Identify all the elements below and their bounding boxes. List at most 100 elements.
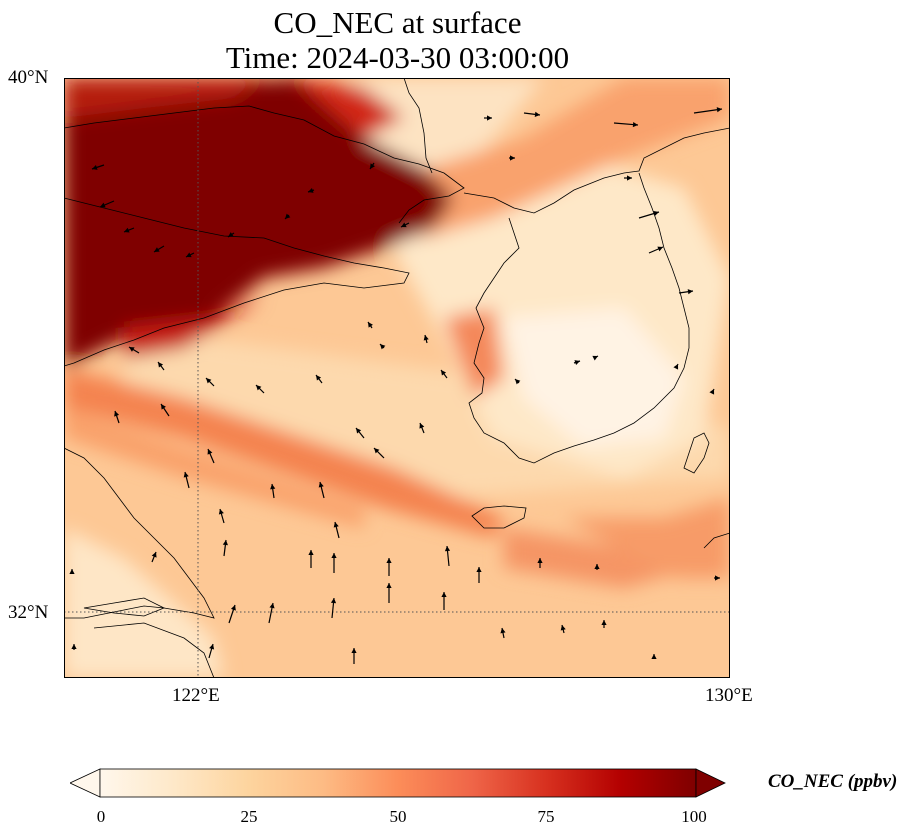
wind-vector-head (330, 598, 337, 604)
korean-peninsula (468, 172, 690, 464)
map-time-subtitle: Time: 2024-03-30 03:00:00 (225, 40, 570, 75)
colorbar-max-extend (695, 768, 726, 798)
wind-vector-head (209, 644, 215, 650)
wind-vector-head (333, 522, 339, 528)
wind-vector-head (441, 592, 447, 597)
wind-vector-head (316, 375, 322, 381)
wind-vector-head (592, 355, 598, 361)
wind-vector-head (186, 252, 192, 258)
shandong-peninsula (64, 197, 410, 367)
wind-vector-head (657, 246, 663, 252)
wind-vector-head (222, 540, 228, 546)
wind-vector-head (386, 558, 392, 563)
wind-vector-head (207, 449, 213, 455)
wind-vector-head (380, 344, 386, 350)
wind-vector-head (673, 364, 679, 370)
wind-vector-head (228, 232, 234, 237)
wind-vector-head (374, 448, 380, 454)
wind-vector-head (151, 552, 157, 558)
wind-vector-head (515, 379, 521, 385)
wind-vector-head (285, 213, 291, 219)
lat-label-40n: 40°N (8, 67, 49, 88)
colorbar-tick-100: 100 (681, 807, 707, 826)
wind-vector-head (351, 648, 357, 653)
wind-vector-head (510, 155, 515, 161)
wind-vector-head (709, 389, 715, 395)
yangtze-island (83, 597, 165, 617)
wind-vector-head (269, 603, 275, 609)
colorbar-min-extend (70, 768, 101, 798)
wind-vector-head (500, 628, 506, 634)
wind-vector-head (154, 247, 160, 252)
wind-vector-head (100, 202, 106, 208)
wind-vector-head (419, 423, 425, 429)
wind-vector-head (632, 121, 638, 128)
lat-label-32n: 32°N (8, 602, 49, 623)
wind-vectors (69, 107, 723, 664)
kyushu-coast (703, 532, 730, 549)
wind-vector-head (560, 625, 566, 631)
wind-vector-head (92, 164, 98, 170)
wind-vector-head (71, 644, 77, 649)
wind-vector-head (537, 558, 543, 563)
wind-vector-head (206, 378, 212, 384)
wind-vector-head (687, 289, 693, 295)
wind-vector-head (651, 654, 657, 659)
wind-vector-head (487, 115, 492, 121)
wind-vector-head (574, 360, 580, 366)
colorbar-tick-50: 50 (389, 807, 407, 826)
yangtze-south-bank (93, 622, 215, 678)
gridlines (64, 78, 730, 678)
colorbar-label: CO_NEC (ppbv) (768, 771, 898, 792)
wind-vector-head (161, 404, 166, 410)
wind-vector-head (356, 428, 362, 434)
wind-vector-head (308, 187, 314, 193)
colorbar-gradient (99, 768, 697, 798)
colorbar-tick-0: 0 (96, 807, 106, 826)
concentration-field (64, 78, 730, 678)
wind-vector-head (331, 553, 337, 558)
wind-vector-head (308, 550, 314, 555)
wind-vector-head (370, 163, 375, 169)
wind-vector-head (653, 210, 659, 216)
colorbar-tick-25: 25 (240, 807, 258, 826)
wind-vector-head (594, 564, 600, 569)
wind-vector-head (230, 605, 236, 611)
wind-vector-head (476, 567, 482, 572)
wind-vector-head (441, 370, 447, 376)
wind-vector-head (534, 111, 540, 117)
lon-label-122e: 122°E (172, 685, 220, 706)
wind-vector-head (218, 509, 224, 515)
colorbar-tick-75: 75 (537, 807, 555, 826)
wind-vector-head (601, 620, 607, 625)
wind-vector-head (114, 411, 120, 417)
wind-vector-head (270, 484, 276, 490)
wind-vector-head (444, 546, 451, 552)
wind-vector-head (129, 347, 135, 352)
wind-vector-head (183, 472, 189, 478)
wind-vector-head (386, 583, 392, 588)
colorbar (70, 768, 726, 798)
wind-vector-head (715, 575, 720, 581)
wind-vector-head (401, 222, 407, 228)
wind-vector-head (318, 482, 324, 488)
wind-vector-head (69, 569, 75, 574)
map-title: CO_NEC at surface (273, 5, 522, 40)
wind-vector-head (158, 362, 164, 368)
wind-vector-head (423, 335, 429, 341)
bohai-north-coast (64, 105, 465, 224)
wind-vector-head (716, 107, 722, 113)
north-korea-coast (463, 127, 730, 214)
wind-vector-head (124, 227, 130, 233)
map-frame (64, 78, 730, 678)
coastlines (64, 78, 730, 678)
lon-label-130e: 130°E (705, 685, 753, 706)
wind-vector-head (256, 385, 262, 391)
wind-vector-head (368, 322, 373, 328)
china-east-coast (64, 447, 215, 619)
liaodong-peninsula (403, 78, 433, 174)
wind-vector-head (627, 175, 632, 181)
tsushima-island (683, 432, 710, 474)
concentration-map (64, 78, 730, 678)
jeju-island (471, 505, 527, 529)
